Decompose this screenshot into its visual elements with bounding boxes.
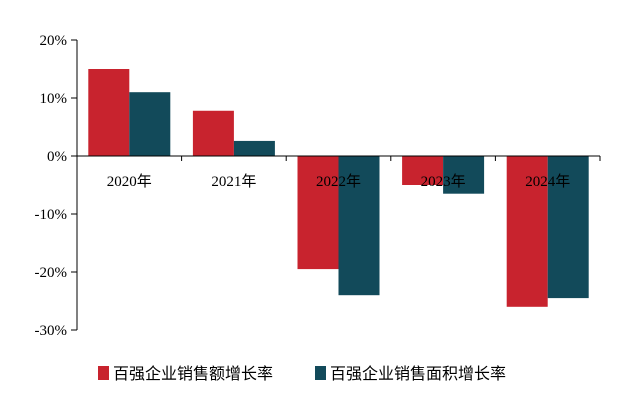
x-tick-label: 2021年 (211, 173, 256, 190)
bar-series1-2 (192, 110, 234, 156)
legend-label-2: 百强企业销售面积增长率 (330, 364, 506, 383)
y-tick-label: 10% (40, 91, 68, 107)
bar-series2-1 (129, 92, 171, 156)
y-tick-label: 20% (40, 33, 68, 49)
bar-series1-4 (402, 156, 444, 185)
bar-series1-5 (506, 156, 548, 307)
bar-series2-4 (443, 156, 485, 194)
y-tick-label: -20% (35, 265, 68, 281)
y-tick-label: -10% (35, 207, 68, 223)
legend-swatch-1 (98, 366, 109, 380)
legend: 百强企业销售额增长率 百强企业销售面积增长率 (98, 364, 506, 383)
bar-series2-2 (233, 140, 275, 156)
y-tick-label: -30% (35, 323, 68, 339)
bar-series1-3 (297, 156, 339, 270)
x-tick-label: 2020年 (107, 173, 152, 190)
x-ticks-group: 2020年 2021年 2022年 2023年 2024年 (76, 156, 601, 190)
bars-group (88, 69, 589, 307)
legend-swatch-2 (315, 366, 326, 380)
bar-series2-5 (547, 156, 589, 299)
y-ticks-group: -30% -20% -10% 0% 10% 20% (35, 33, 77, 339)
y-tick-label: 0% (47, 149, 67, 165)
x-tick-label: 2022年 (316, 173, 361, 190)
x-tick-label: 2024年 (525, 173, 570, 190)
bar-series1-1 (88, 69, 130, 156)
bar-series2-3 (338, 156, 380, 296)
x-tick-label: 2023年 (421, 173, 466, 190)
legend-label-1: 百强企业销售额增长率 (113, 364, 273, 383)
